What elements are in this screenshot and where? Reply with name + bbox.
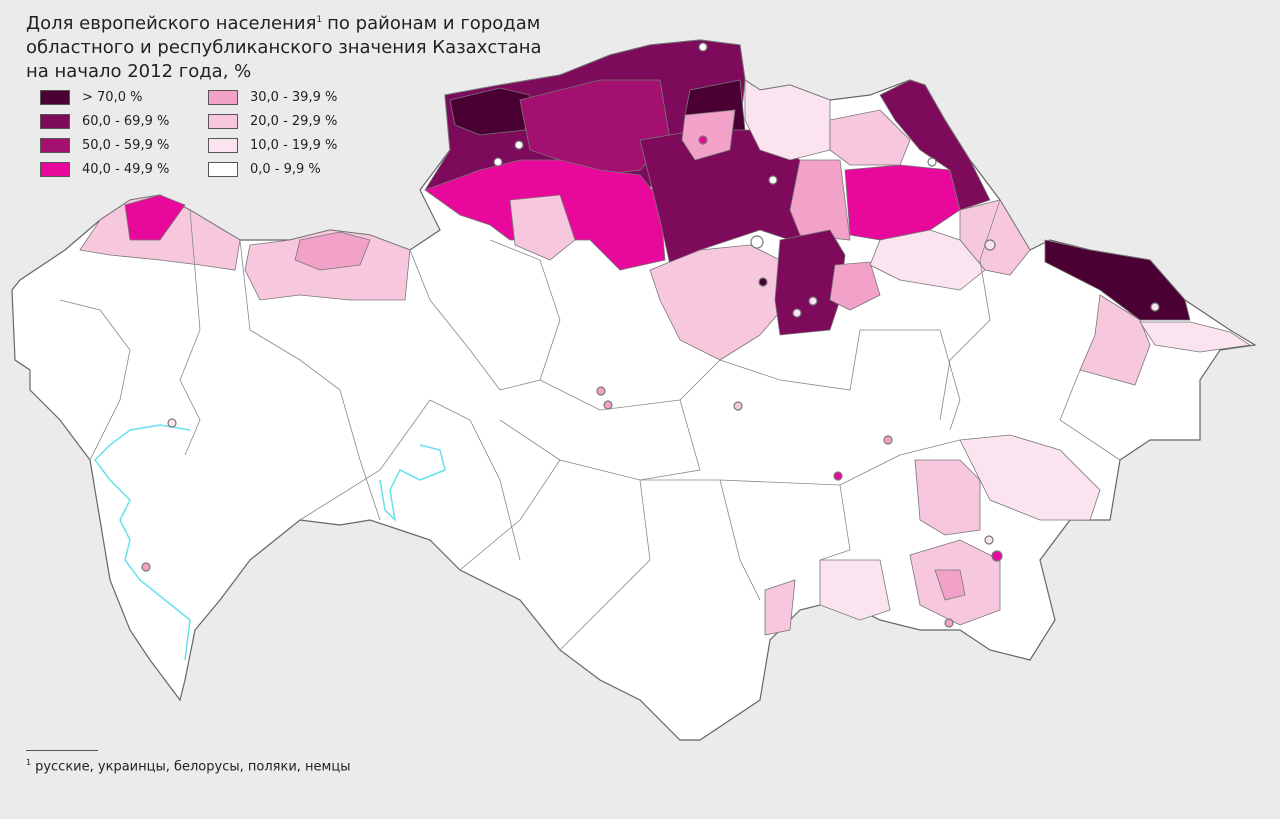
district-borders [59,199,1121,651]
city-marker [792,308,802,318]
district [934,569,966,601]
legend-item: 0,0 - 9,9 % [208,160,321,178]
legend-label: > 70,0 % [82,89,143,105]
legend-swatch [40,89,70,105]
district [764,579,796,636]
city-marker [991,550,1003,562]
district [1079,294,1151,386]
legend-swatch [208,89,238,105]
legend-label: 20,0 - 29,9 % [250,113,338,129]
footnote-marker: 1 [26,758,32,767]
city-marker [768,175,778,185]
city-marker [833,471,843,481]
legend-item: 60,0 - 69,9 % [40,112,169,130]
legend-label: 50,0 - 59,9 % [82,137,170,153]
district [819,559,891,621]
legend-label: 40,0 - 49,9 % [82,161,170,177]
districts [79,39,1252,636]
title-line: Доля европейского населения1 по районам и… [26,8,542,36]
district [914,459,981,536]
caspian-shore [94,424,191,661]
city-marker [1150,302,1160,312]
city-marker [808,296,818,306]
legend-swatch [40,161,70,177]
legend-swatch [208,113,238,129]
legend-swatch [208,161,238,177]
city-marker [514,140,524,150]
district [959,434,1101,521]
district [789,159,851,241]
legend-swatch [40,137,70,153]
legend-item: 10,0 - 19,9 % [208,136,337,154]
district [774,229,846,336]
aral-shore [379,444,446,523]
footnote: 1 русские, украинцы, белорусы, поляки, не… [26,758,350,774]
city-marker [758,277,768,287]
legend-swatch [208,137,238,153]
district [829,261,881,311]
city-marker [750,235,764,249]
title-line: на начало 2012 года, % [26,61,252,82]
district [294,231,371,271]
city-marker [141,562,151,572]
legend-item: 50,0 - 59,9 % [40,136,169,154]
district [681,109,736,161]
cities [141,42,1160,628]
legend-label: 30,0 - 39,9 % [250,89,338,105]
district [449,87,531,136]
district [879,79,991,211]
city-marker [698,135,708,145]
district [844,164,961,241]
city-marker [984,535,994,545]
city-marker [984,239,996,251]
district [509,194,576,261]
footnote-text: русские, украинцы, белорусы, поляки, нем… [35,759,351,775]
title-text: Доля европейского населения [26,13,317,34]
city-marker [603,400,613,410]
city-marker [733,401,743,411]
legend-item: 20,0 - 29,9 % [208,112,337,130]
district [869,229,986,291]
map-title: Доля европейского населения1 по районам и… [26,8,542,84]
legend-item: > 70,0 % [40,88,142,106]
legend-label: 0,0 - 9,9 % [250,161,321,177]
legend-swatch [40,113,70,129]
city-marker [493,157,503,167]
footnote-rule [26,750,98,751]
city-marker [883,435,893,445]
city-marker [698,42,708,52]
city-marker [596,386,606,396]
legend-item: 40,0 - 49,9 % [40,160,169,178]
district [124,194,186,241]
legend-label: 10,0 - 19,9 % [250,137,338,153]
legend-label: 60,0 - 69,9 % [82,113,170,129]
title-line: областного и республиканского значения К… [26,37,542,58]
city-marker [944,618,954,628]
district [1044,239,1191,321]
title-footnote-mark: 1 [316,15,323,25]
city-marker [927,157,937,167]
district [649,244,791,361]
district [519,79,671,176]
district [1139,321,1252,353]
title-text: по районам и городам [327,13,541,34]
legend-item: 30,0 - 39,9 % [208,88,337,106]
city-marker [167,418,177,428]
district [829,109,911,166]
